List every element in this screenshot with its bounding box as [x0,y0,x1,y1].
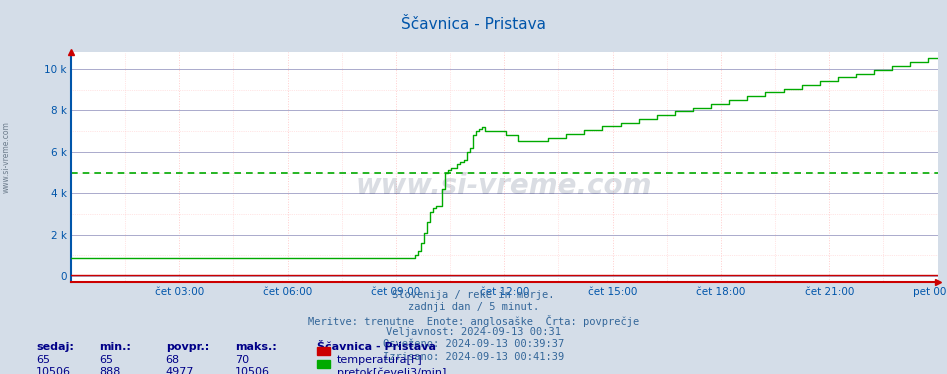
Text: 10506: 10506 [235,367,270,374]
Text: 68: 68 [166,355,180,365]
Text: Osveženo: 2024-09-13 00:39:37: Osveženo: 2024-09-13 00:39:37 [383,339,564,349]
Text: maks.:: maks.: [235,342,277,352]
Text: www.si-vreme.com: www.si-vreme.com [2,121,11,193]
Text: sedaj:: sedaj: [36,342,74,352]
Text: Veljavnost: 2024-09-13 00:31: Veljavnost: 2024-09-13 00:31 [386,327,561,337]
Text: Meritve: trenutne  Enote: anglosaške  Črta: povprečje: Meritve: trenutne Enote: anglosaške Črta… [308,315,639,327]
Text: zadnji dan / 5 minut.: zadnji dan / 5 minut. [408,302,539,312]
Text: temperatura[F]: temperatura[F] [337,355,423,365]
Text: Ščavnica - Pristava: Ščavnica - Pristava [401,17,546,32]
Text: 70: 70 [235,355,249,365]
Text: min.:: min.: [99,342,132,352]
Text: Ščavnica - Pristava: Ščavnica - Pristava [317,342,437,352]
Text: Izrisano: 2024-09-13 00:41:39: Izrisano: 2024-09-13 00:41:39 [383,352,564,362]
Text: 888: 888 [99,367,121,374]
Text: Slovenija / reke in morje.: Slovenija / reke in morje. [392,290,555,300]
Text: www.si-vreme.com: www.si-vreme.com [356,172,652,200]
Text: povpr.:: povpr.: [166,342,209,352]
Text: 4977: 4977 [166,367,194,374]
Text: pretok[čevelj3/min]: pretok[čevelj3/min] [337,367,446,374]
Text: 10506: 10506 [36,367,71,374]
Text: 65: 65 [36,355,50,365]
Text: 65: 65 [99,355,114,365]
